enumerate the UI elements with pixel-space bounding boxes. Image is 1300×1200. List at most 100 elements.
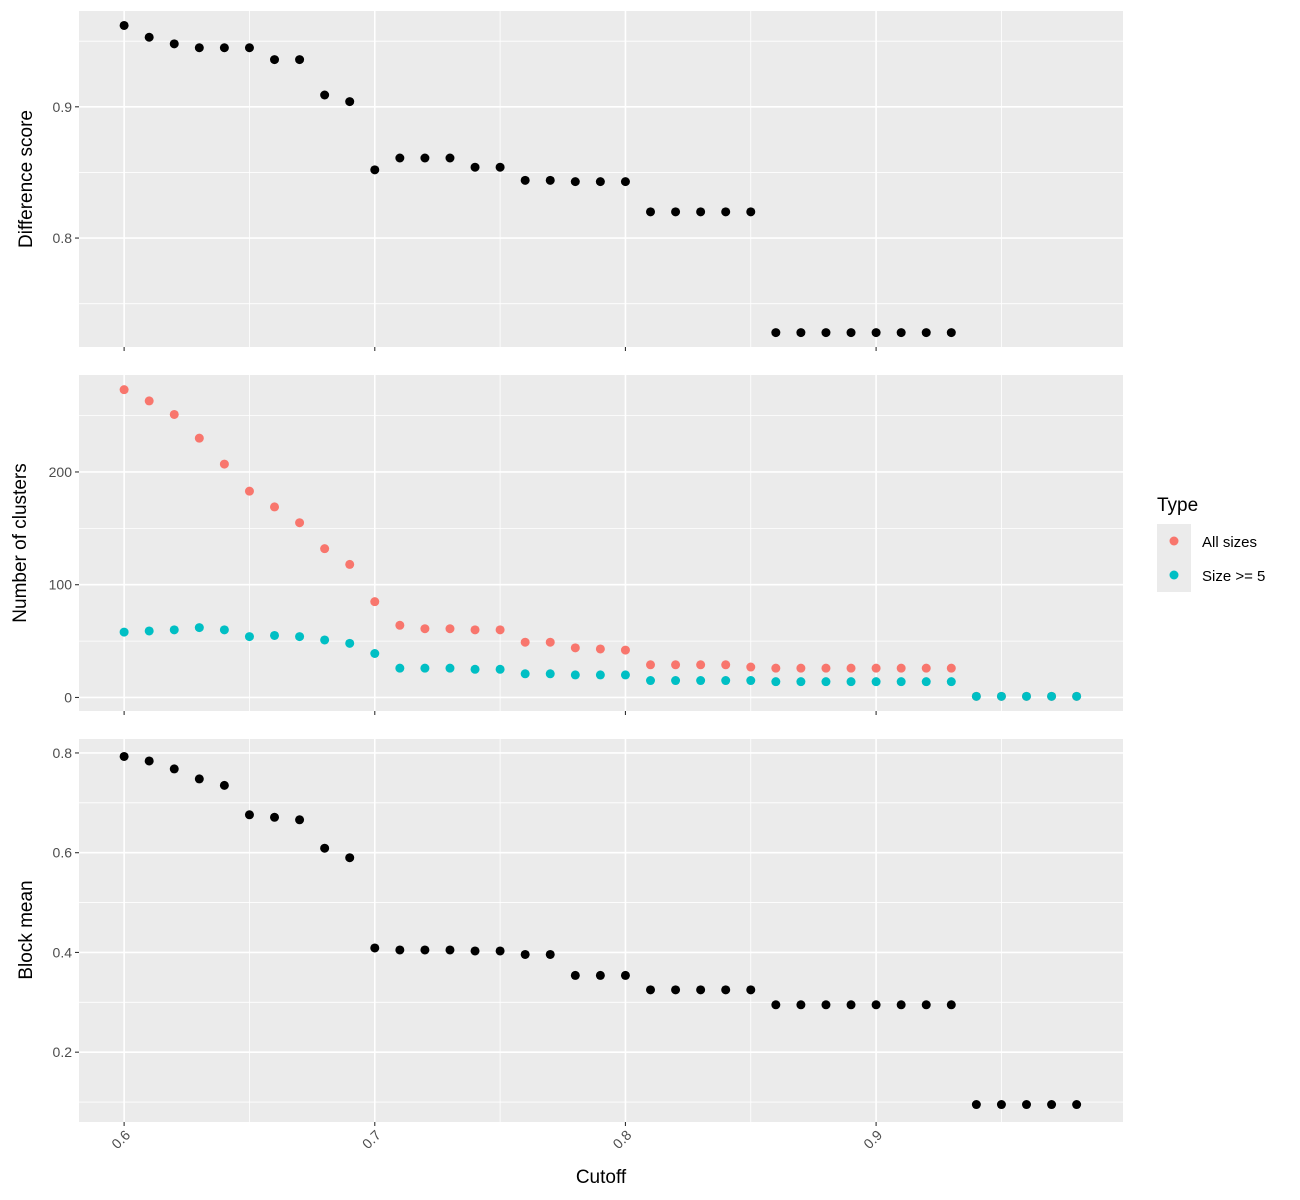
point-block-mean	[946, 1000, 956, 1010]
point-block-mean	[696, 985, 706, 995]
point-all-sizes	[144, 396, 154, 406]
point-all-sizes	[946, 663, 956, 673]
point-all-sizes	[671, 660, 681, 670]
point-block-mean	[295, 815, 305, 825]
point-block-mean	[520, 949, 530, 959]
point-block-mean	[169, 764, 179, 774]
point-block-mean	[420, 945, 430, 955]
point-difference-score	[796, 328, 806, 338]
legend-title: Type	[1157, 495, 1198, 516]
point-block-mean	[595, 970, 605, 980]
point-block-mean	[1072, 1100, 1082, 1110]
point-difference-score	[395, 153, 405, 163]
point-size-5	[194, 623, 204, 633]
point-all-sizes	[320, 544, 330, 554]
point-difference-score	[119, 20, 129, 30]
point-size-5	[144, 626, 154, 636]
point-size-5	[771, 677, 781, 687]
point-block-mean	[921, 1000, 931, 1010]
point-all-sizes	[771, 663, 781, 673]
y-tick-label-block-mean: 0.6	[53, 845, 73, 861]
point-size-5	[871, 677, 881, 687]
point-size-5	[320, 635, 330, 645]
point-block-mean	[721, 985, 731, 995]
point-block-mean	[1021, 1100, 1031, 1110]
point-size-5	[345, 638, 355, 648]
point-all-sizes	[646, 660, 656, 670]
point-size-5	[495, 664, 505, 674]
point-difference-score	[420, 153, 430, 163]
point-block-mean	[896, 1000, 906, 1010]
point-difference-score	[370, 165, 380, 175]
point-size-5	[270, 630, 280, 640]
point-size-5	[996, 691, 1006, 701]
point-all-sizes	[696, 660, 706, 670]
point-size-5	[470, 664, 480, 674]
point-all-sizes	[846, 663, 856, 673]
point-difference-score	[620, 177, 630, 187]
point-all-sizes	[495, 625, 505, 635]
point-difference-score	[721, 207, 731, 217]
point-all-sizes	[470, 625, 480, 635]
point-all-sizes	[595, 644, 605, 654]
point-all-sizes	[295, 518, 305, 528]
point-all-sizes	[445, 624, 455, 634]
point-all-sizes	[270, 502, 280, 512]
legend-label-size-5: Size >= 5	[1202, 568, 1265, 585]
point-size-5	[921, 677, 931, 687]
point-block-mean	[996, 1100, 1006, 1110]
point-block-mean	[244, 810, 254, 820]
point-difference-score	[520, 175, 530, 185]
point-difference-score	[671, 207, 681, 217]
point-difference-score	[871, 328, 881, 338]
point-all-sizes	[921, 663, 931, 673]
panel-number-of-clusters: 0 100 200	[49, 375, 1123, 715]
point-block-mean	[671, 985, 681, 995]
point-size-5	[620, 670, 630, 680]
point-all-sizes	[370, 597, 380, 607]
point-all-sizes	[821, 663, 831, 673]
point-difference-score	[144, 32, 154, 42]
point-block-mean	[871, 1000, 881, 1010]
point-size-5	[395, 663, 405, 673]
point-size-5	[295, 632, 305, 642]
plot-background-block-mean	[79, 739, 1123, 1122]
point-all-sizes	[746, 662, 756, 672]
point-block-mean	[345, 853, 355, 863]
point-size-5	[1047, 691, 1057, 701]
y-tick-label-number-of-clusters: 100	[49, 577, 73, 593]
point-difference-score	[846, 328, 856, 338]
point-difference-score	[270, 55, 280, 65]
point-block-mean	[971, 1100, 981, 1110]
point-block-mean	[144, 756, 154, 766]
point-difference-score	[320, 90, 330, 100]
point-block-mean	[846, 1000, 856, 1010]
point-difference-score	[921, 328, 931, 338]
point-size-5	[971, 691, 981, 701]
point-block-mean	[570, 970, 580, 980]
point-difference-score	[445, 153, 455, 163]
point-size-5	[671, 676, 681, 686]
point-block-mean	[194, 774, 204, 784]
point-difference-score	[946, 328, 956, 338]
point-all-sizes	[721, 660, 731, 670]
point-size-5	[796, 677, 806, 687]
point-size-5	[696, 676, 706, 686]
legend-key-size-5	[1169, 570, 1179, 580]
y-axis-title-difference-score: Difference score	[16, 110, 37, 248]
point-size-5	[545, 669, 555, 679]
point-all-sizes	[169, 409, 179, 419]
point-difference-score	[345, 97, 355, 107]
point-block-mean	[370, 943, 380, 953]
point-difference-score	[646, 207, 656, 217]
point-size-5	[169, 625, 179, 635]
y-tick-label-number-of-clusters: 200	[49, 464, 73, 480]
point-block-mean	[771, 1000, 781, 1010]
x-axis-title: Cutoff	[576, 1167, 627, 1188]
y-tick-label-block-mean: 0.4	[53, 944, 73, 960]
y-tick-label-number-of-clusters: 0	[64, 689, 72, 705]
legend-key-all-sizes	[1169, 536, 1179, 546]
point-difference-score	[746, 207, 756, 217]
y-tick-label-difference-score: 0.9	[53, 99, 73, 115]
